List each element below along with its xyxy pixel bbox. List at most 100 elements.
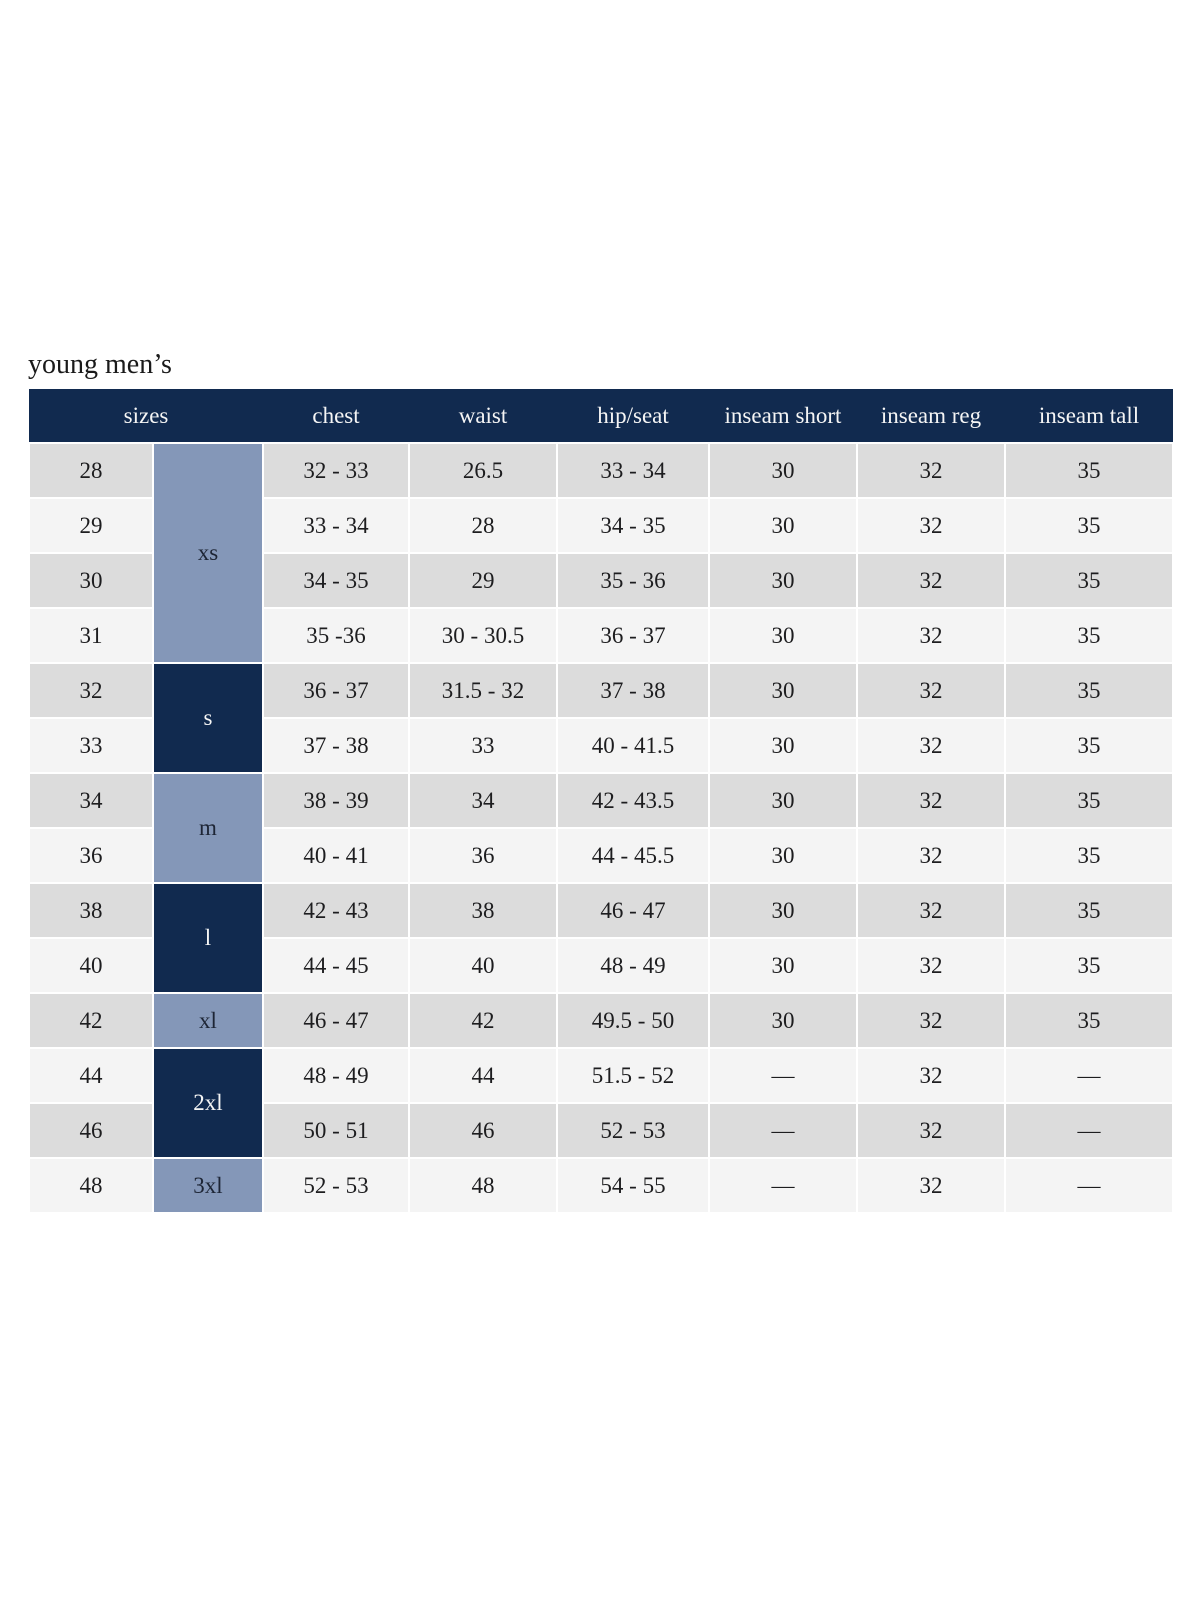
size-number-cell: 36 [28,827,154,884]
hip-seat-cell: 48 - 49 [556,937,710,994]
inseam-reg-cell: 32 [856,937,1006,994]
hip-seat-cell: 46 - 47 [556,882,710,939]
size-group-cell: l [152,882,264,994]
page-title: young men’s [28,349,172,380]
hip-seat-cell: 44 - 45.5 [556,827,710,884]
chest-cell: 32 - 33 [262,442,410,499]
inseam-short-cell: 30 [708,442,858,499]
hip-seat-cell: 51.5 - 52 [556,1047,710,1104]
size-number-cell: 31 [28,607,154,664]
waist-cell: 28 [408,497,558,554]
inseam-tall-cell: — [1004,1047,1174,1104]
column-header-inseam-reg: inseam reg [857,389,1005,443]
table-row: 30 34 - 35 29 35 - 36 30 32 35 [28,552,1174,609]
column-header-inseam-tall: inseam tall [1005,389,1173,443]
waist-cell: 38 [408,882,558,939]
size-number-cell: 30 [28,552,154,609]
chest-cell: 35 -36 [262,607,410,664]
inseam-reg-cell: 32 [856,882,1006,939]
size-number-cell: 34 [28,772,154,829]
chest-cell: 34 - 35 [262,552,410,609]
table-row: 38 l 42 - 43 38 46 - 47 30 32 35 [28,882,1174,994]
waist-cell: 34 [408,772,558,829]
hip-seat-cell: 42 - 43.5 [556,772,710,829]
table-row: 29 33 - 34 28 34 - 35 30 32 35 [28,497,1174,554]
waist-cell: 40 [408,937,558,994]
table-row: 36 40 - 41 36 44 - 45.5 30 32 35 [28,827,1174,884]
inseam-reg-cell: 32 [856,662,1006,719]
hip-seat-cell: 33 - 34 [556,442,710,499]
inseam-reg-cell: 32 [856,442,1006,499]
waist-cell: 29 [408,552,558,609]
inseam-reg-cell: 32 [856,497,1006,554]
waist-cell: 31.5 - 32 [408,662,558,719]
table-row: 40 44 - 45 40 48 - 49 30 32 35 [28,937,1174,994]
inseam-tall-cell: 35 [1004,937,1174,994]
inseam-reg-cell: 32 [856,1157,1006,1214]
chest-cell: 50 - 51 [262,1102,410,1159]
size-group-cell: 2xl [152,1047,264,1159]
table-row: 32 s 36 - 37 31.5 - 32 37 - 38 30 32 35 [28,662,1174,774]
hip-seat-cell: 49.5 - 50 [556,992,710,1049]
waist-cell: 36 [408,827,558,884]
size-number-cell: 28 [28,442,154,499]
inseam-tall-cell: 35 [1004,882,1174,939]
column-header-inseam-short: inseam short [709,389,857,443]
inseam-tall-cell: — [1004,1157,1174,1214]
table-row: 33 37 - 38 33 40 - 41.5 30 32 35 [28,717,1174,774]
size-group-cell: xl [152,992,264,1049]
inseam-short-cell: — [708,1047,858,1104]
hip-seat-cell: 36 - 37 [556,607,710,664]
hip-seat-cell: 54 - 55 [556,1157,710,1214]
size-number-cell: 44 [28,1047,154,1104]
inseam-reg-cell: 32 [856,717,1006,774]
inseam-short-cell: 30 [708,497,858,554]
table-row: 44 2xl 48 - 49 44 51.5 - 52—32— [28,1047,1174,1159]
inseam-short-cell: 30 [708,552,858,609]
chest-cell: 33 - 34 [262,497,410,554]
inseam-tall-cell: 35 [1004,827,1174,884]
column-header-sizes: sizes [29,389,263,443]
column-header-chest: chest [263,389,409,443]
inseam-short-cell: 30 [708,882,858,939]
size-number-cell: 48 [28,1157,154,1214]
inseam-tall-cell: 35 [1004,717,1174,774]
column-header-hip-seat: hip/seat [557,389,709,443]
size-number-cell: 29 [28,497,154,554]
chest-cell: 37 - 38 [262,717,410,774]
waist-cell: 44 [408,1047,558,1104]
size-table-body: 28 xs 32 - 33 26.5 33 - 34 30 32 35 29 33 - 34 28 3… [28,442,1174,1214]
inseam-tall-cell: 35 [1004,662,1174,719]
inseam-short-cell: — [708,1157,858,1214]
inseam-short-cell: 30 [708,992,858,1049]
hip-seat-cell: 52 - 53 [556,1102,710,1159]
size-group-cell: 3xl [152,1157,264,1214]
waist-cell: 33 [408,717,558,774]
table-row: 34 m 38 - 39 34 42 - 43.5 30 32 35 [28,772,1174,884]
size-number-cell: 38 [28,882,154,939]
size-number-cell: 32 [28,662,154,719]
size-number-cell: 42 [28,992,154,1049]
inseam-tall-cell: 35 [1004,992,1174,1049]
chest-cell: 42 - 43 [262,882,410,939]
inseam-short-cell: 30 [708,717,858,774]
inseam-tall-cell: 35 [1004,552,1174,609]
table-header-row: sizes chest waist hip/seat inseam short … [29,389,1173,443]
hip-seat-cell: 34 - 35 [556,497,710,554]
size-number-cell: 33 [28,717,154,774]
inseam-short-cell: 30 [708,662,858,719]
size-number-cell: 46 [28,1102,154,1159]
inseam-short-cell: — [708,1102,858,1159]
inseam-tall-cell: 35 [1004,772,1174,829]
inseam-reg-cell: 32 [856,607,1006,664]
waist-cell: 48 [408,1157,558,1214]
inseam-tall-cell: — [1004,1102,1174,1159]
waist-cell: 30 - 30.5 [408,607,558,664]
size-group-cell: s [152,662,264,774]
inseam-reg-cell: 32 [856,827,1006,884]
inseam-short-cell: 30 [708,937,858,994]
waist-cell: 46 [408,1102,558,1159]
inseam-short-cell: 30 [708,827,858,884]
inseam-tall-cell: 35 [1004,607,1174,664]
hip-seat-cell: 35 - 36 [556,552,710,609]
